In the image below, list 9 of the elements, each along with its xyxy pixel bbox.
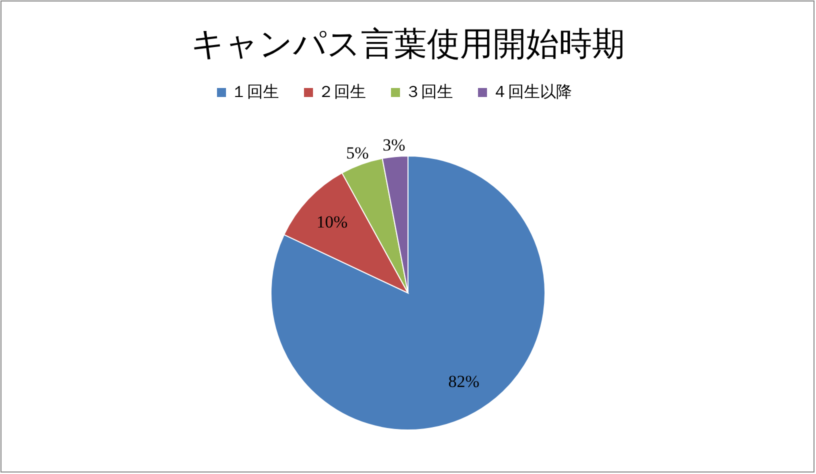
chart-title: キャンパス言葉使用開始時期 xyxy=(191,27,625,63)
legend-label: ２回生 xyxy=(318,83,366,101)
legend-label: １回生 xyxy=(231,83,279,101)
data-label: 82% xyxy=(448,372,480,391)
legend-label: ４回生以降 xyxy=(492,83,572,101)
legend-label: ３回生 xyxy=(405,83,453,101)
data-label: 3% xyxy=(382,135,406,154)
data-label: 10% xyxy=(316,212,348,232)
data-label: 5% xyxy=(346,144,369,162)
